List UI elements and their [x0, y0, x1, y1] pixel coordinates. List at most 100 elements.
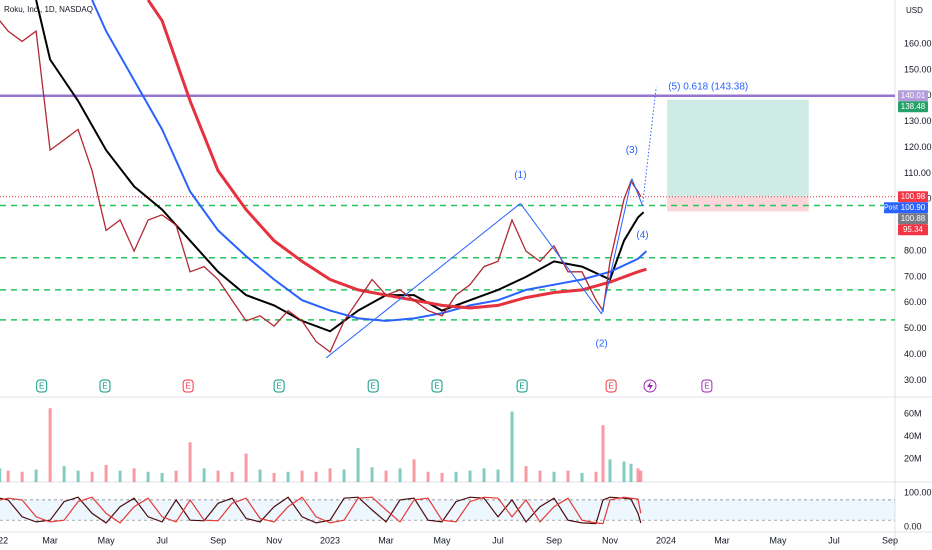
currency: USD — [906, 6, 923, 15]
volume-bar — [104, 464, 108, 482]
y-tick-label: 30.00 — [904, 375, 927, 385]
dividend-icon — [643, 379, 657, 393]
volume-bar — [426, 471, 430, 482]
x-tick-label: Mar — [42, 535, 58, 545]
volume-bar — [454, 471, 458, 482]
price-label-box — [898, 101, 928, 113]
earnings-label: E — [102, 382, 107, 391]
volume-bar — [118, 470, 122, 482]
x-tick-label: Jul — [828, 535, 840, 545]
x-tick-label: Nov — [602, 535, 619, 545]
volume-bar — [524, 466, 528, 482]
earnings-icon — [182, 379, 194, 393]
volume-bar — [188, 442, 192, 482]
oscillator-band — [0, 499, 895, 521]
volume-bar — [20, 471, 24, 482]
wave-segment — [520, 203, 603, 315]
earnings-icon — [273, 379, 285, 393]
price-tag-box — [884, 202, 898, 214]
y-tick-label: 80.00 — [904, 245, 927, 255]
volume-bar — [552, 471, 556, 482]
volume-bar — [622, 461, 626, 482]
volume-bar — [608, 459, 612, 482]
x-tick-label: 22 — [0, 535, 8, 545]
volume-bar — [34, 469, 38, 482]
oscillator-tick-label: 0.00 — [904, 521, 922, 531]
volume-bar — [639, 470, 643, 482]
price-label: 95.34 — [903, 225, 924, 234]
y-tick-label: 120.00 — [904, 142, 932, 152]
volume-bar — [636, 468, 640, 482]
pane — [0, 408, 643, 482]
volume-bar — [482, 468, 486, 482]
volume-bar — [510, 411, 514, 482]
earnings-label: E — [276, 382, 281, 391]
price-label-box — [898, 202, 928, 214]
volume-bar — [0, 468, 2, 482]
volume-tick-label: 40M — [904, 431, 922, 441]
volume-bar — [342, 469, 346, 482]
volume-bar — [48, 408, 52, 482]
moving-average — [146, 0, 647, 310]
earnings-icon — [99, 379, 111, 393]
x-tick-label: Mar — [714, 535, 730, 545]
wave-label: (4) — [636, 230, 648, 241]
volume-bar — [328, 468, 332, 482]
wave-segment — [641, 86, 657, 206]
volume-bar — [356, 447, 360, 482]
moving-average — [91, 0, 648, 322]
x-tick-label: Jul — [156, 535, 168, 545]
earnings-label: E — [704, 382, 709, 391]
earnings-icon — [367, 379, 379, 393]
wave-segment — [601, 178, 633, 315]
volume-bar — [398, 468, 402, 482]
y-tick-label: 150.00 — [904, 64, 932, 74]
volume-bar — [601, 425, 605, 482]
volume-bar — [412, 459, 416, 482]
y-tick-label: 70.00 — [904, 271, 927, 281]
volume-bar — [62, 466, 66, 482]
wave-label: (2) — [595, 339, 607, 350]
x-tick-label: Jul — [492, 535, 504, 545]
volume-tick-label: 20M — [904, 454, 922, 464]
earnings-icon — [701, 379, 713, 393]
volume-bar — [90, 471, 94, 482]
x-tick-label: May — [769, 535, 787, 545]
volume-bar — [160, 472, 164, 482]
volume-bar — [629, 463, 633, 482]
volume-bar — [202, 468, 206, 482]
y-tick-label: 160.00 — [904, 38, 932, 48]
price-tag: Post — [884, 205, 898, 212]
volume-bar — [272, 472, 276, 482]
earnings-icon — [516, 379, 528, 393]
volume-bar — [566, 470, 570, 482]
volume-bar — [258, 469, 262, 482]
price-label-box — [898, 90, 928, 102]
y-tick-label: 110.00 — [904, 168, 931, 178]
oscillator-line — [0, 496, 642, 525]
earnings-label: E — [371, 382, 376, 391]
volume-bar — [174, 470, 178, 482]
wave-label: (3) — [626, 145, 638, 156]
wave-segment — [325, 203, 521, 359]
position-target-zone — [667, 99, 809, 197]
volume-bar — [538, 470, 542, 482]
volume-bar — [580, 472, 584, 482]
earnings-label: E — [519, 382, 524, 391]
y-tick-label: 50.00 — [904, 323, 927, 333]
oscillator-tick-label: 100.00 — [904, 488, 932, 498]
moving-average — [35, 0, 645, 333]
volume-bar — [468, 470, 472, 482]
position-stop-zone — [667, 196, 809, 212]
y-tick-label: 40.00 — [904, 349, 927, 359]
volume-bar — [314, 471, 318, 482]
volume-bar — [384, 470, 388, 482]
wave-label: (1) — [514, 170, 526, 181]
volume-bar — [146, 471, 150, 482]
volume-bar — [244, 453, 248, 482]
volume-bar — [132, 468, 136, 482]
volume-bar — [300, 470, 304, 482]
wave-segment — [631, 178, 643, 206]
price-label-box — [898, 213, 928, 225]
